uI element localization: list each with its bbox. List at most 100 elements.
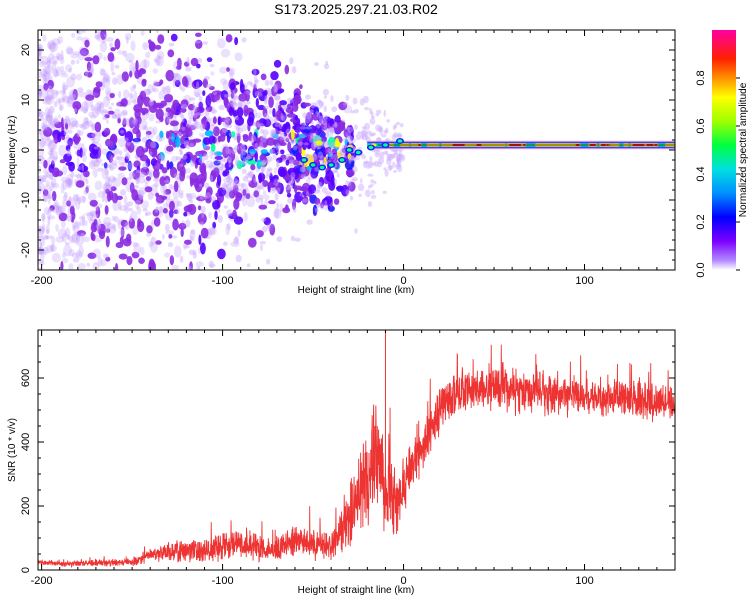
spectral-blob xyxy=(136,205,142,215)
spectral-blob xyxy=(45,111,53,122)
spectral-haze xyxy=(299,192,304,197)
spectral-blob xyxy=(198,132,205,137)
spectral-haze xyxy=(204,109,210,117)
spectral-blob xyxy=(202,120,208,127)
spectral-blob xyxy=(236,160,243,170)
spectral-haze xyxy=(304,153,310,157)
spectral-blob xyxy=(161,167,168,174)
spectral-haze xyxy=(205,192,212,199)
spectral-blob xyxy=(48,52,55,60)
spectral-haze xyxy=(233,237,240,245)
spectral-blob xyxy=(65,64,73,72)
spectral-blob xyxy=(126,255,133,266)
spectral-blob xyxy=(294,123,302,134)
spectral-haze xyxy=(225,145,230,154)
spectral-haze xyxy=(323,63,330,70)
spectral-blob xyxy=(117,172,125,180)
spectral-blob xyxy=(41,72,47,85)
spectral-blob xyxy=(305,177,311,186)
spectral-blob xyxy=(57,98,62,106)
spectral-haze xyxy=(292,145,298,151)
spectral-haze xyxy=(44,171,50,178)
spectral-haze xyxy=(124,221,130,230)
spectral-haze xyxy=(64,115,70,124)
spectral-haze xyxy=(221,128,229,133)
spectral-blob xyxy=(172,188,181,199)
spectral-blob xyxy=(292,159,300,166)
spectral-blob xyxy=(76,35,83,41)
spectral-haze xyxy=(250,151,255,157)
spectrogram-y-tick-label: 10 xyxy=(20,94,32,106)
spectral-blob xyxy=(193,79,203,88)
spectral-haze xyxy=(254,90,260,97)
snr-x-tick-label: 0 xyxy=(400,575,406,587)
spectral-haze xyxy=(314,136,319,141)
spectral-blob xyxy=(89,209,96,216)
spectral-haze xyxy=(179,192,184,199)
spectral-haze xyxy=(368,162,374,169)
spectral-haze xyxy=(159,205,164,214)
spectral-blob xyxy=(79,47,89,57)
spectral-haze xyxy=(325,60,329,66)
spectral-haze xyxy=(223,241,228,246)
spectral-blob xyxy=(212,199,221,210)
spectral-haze xyxy=(274,94,281,102)
spectral-blob xyxy=(68,249,75,257)
snr-y-tick-label: 0 xyxy=(20,567,32,573)
spectral-blob xyxy=(260,73,267,81)
spectral-blob xyxy=(38,89,43,99)
spectrogram-y-ticks: -20 -10 0 10 20 xyxy=(20,29,675,271)
spectral-blob xyxy=(117,137,127,148)
spectral-blob xyxy=(180,228,184,237)
spectral-blob xyxy=(56,97,66,104)
spectral-haze xyxy=(322,88,330,96)
spectral-blob xyxy=(53,199,59,208)
spectral-blob xyxy=(88,111,95,118)
spectral-blob xyxy=(189,229,196,242)
spectral-blob xyxy=(171,155,179,163)
spectral-haze xyxy=(195,121,201,130)
spectral-blob xyxy=(87,212,94,221)
snr-x-axis-label: Height of straight line (km) xyxy=(298,585,415,596)
spectral-blob xyxy=(114,263,119,270)
spectral-blob xyxy=(173,73,183,83)
spectral-blob xyxy=(95,81,103,88)
spectral-haze xyxy=(344,145,348,149)
spectral-haze xyxy=(328,151,334,157)
spectral-blob xyxy=(38,51,42,59)
spectral-blob xyxy=(233,176,240,185)
spectral-blob xyxy=(174,79,181,88)
spectral-blob xyxy=(56,66,61,77)
spectral-blob xyxy=(158,116,164,123)
spectral-blob xyxy=(147,84,154,94)
spectral-haze xyxy=(323,105,327,112)
spectral-blob xyxy=(59,104,64,111)
spectral-blob xyxy=(90,91,99,97)
spectral-blob xyxy=(207,226,217,236)
spectral-blob xyxy=(284,64,290,75)
spectral-haze xyxy=(176,131,183,138)
spectral-blob xyxy=(99,230,106,240)
spectral-blob xyxy=(67,129,73,135)
spectral-haze xyxy=(175,156,182,161)
spectral-blob xyxy=(160,100,167,107)
spectral-blob xyxy=(314,123,322,136)
spectral-blob xyxy=(51,38,61,46)
spectral-blob xyxy=(216,37,226,49)
spectral-haze xyxy=(361,129,368,135)
spectral-haze xyxy=(146,232,152,238)
spectral-haze xyxy=(306,111,312,120)
spectral-blob xyxy=(101,167,109,180)
spectral-haze xyxy=(154,182,160,188)
spectral-haze xyxy=(125,151,130,160)
transition-blob-core xyxy=(328,163,334,167)
spectral-haze xyxy=(98,131,102,137)
spectral-haze xyxy=(100,101,104,105)
spectral-blob xyxy=(141,200,149,209)
spectral-blob xyxy=(82,152,87,163)
spectral-haze xyxy=(327,142,330,147)
spectral-haze xyxy=(302,198,308,203)
spectral-haze xyxy=(162,189,167,196)
spectral-haze xyxy=(204,182,210,189)
